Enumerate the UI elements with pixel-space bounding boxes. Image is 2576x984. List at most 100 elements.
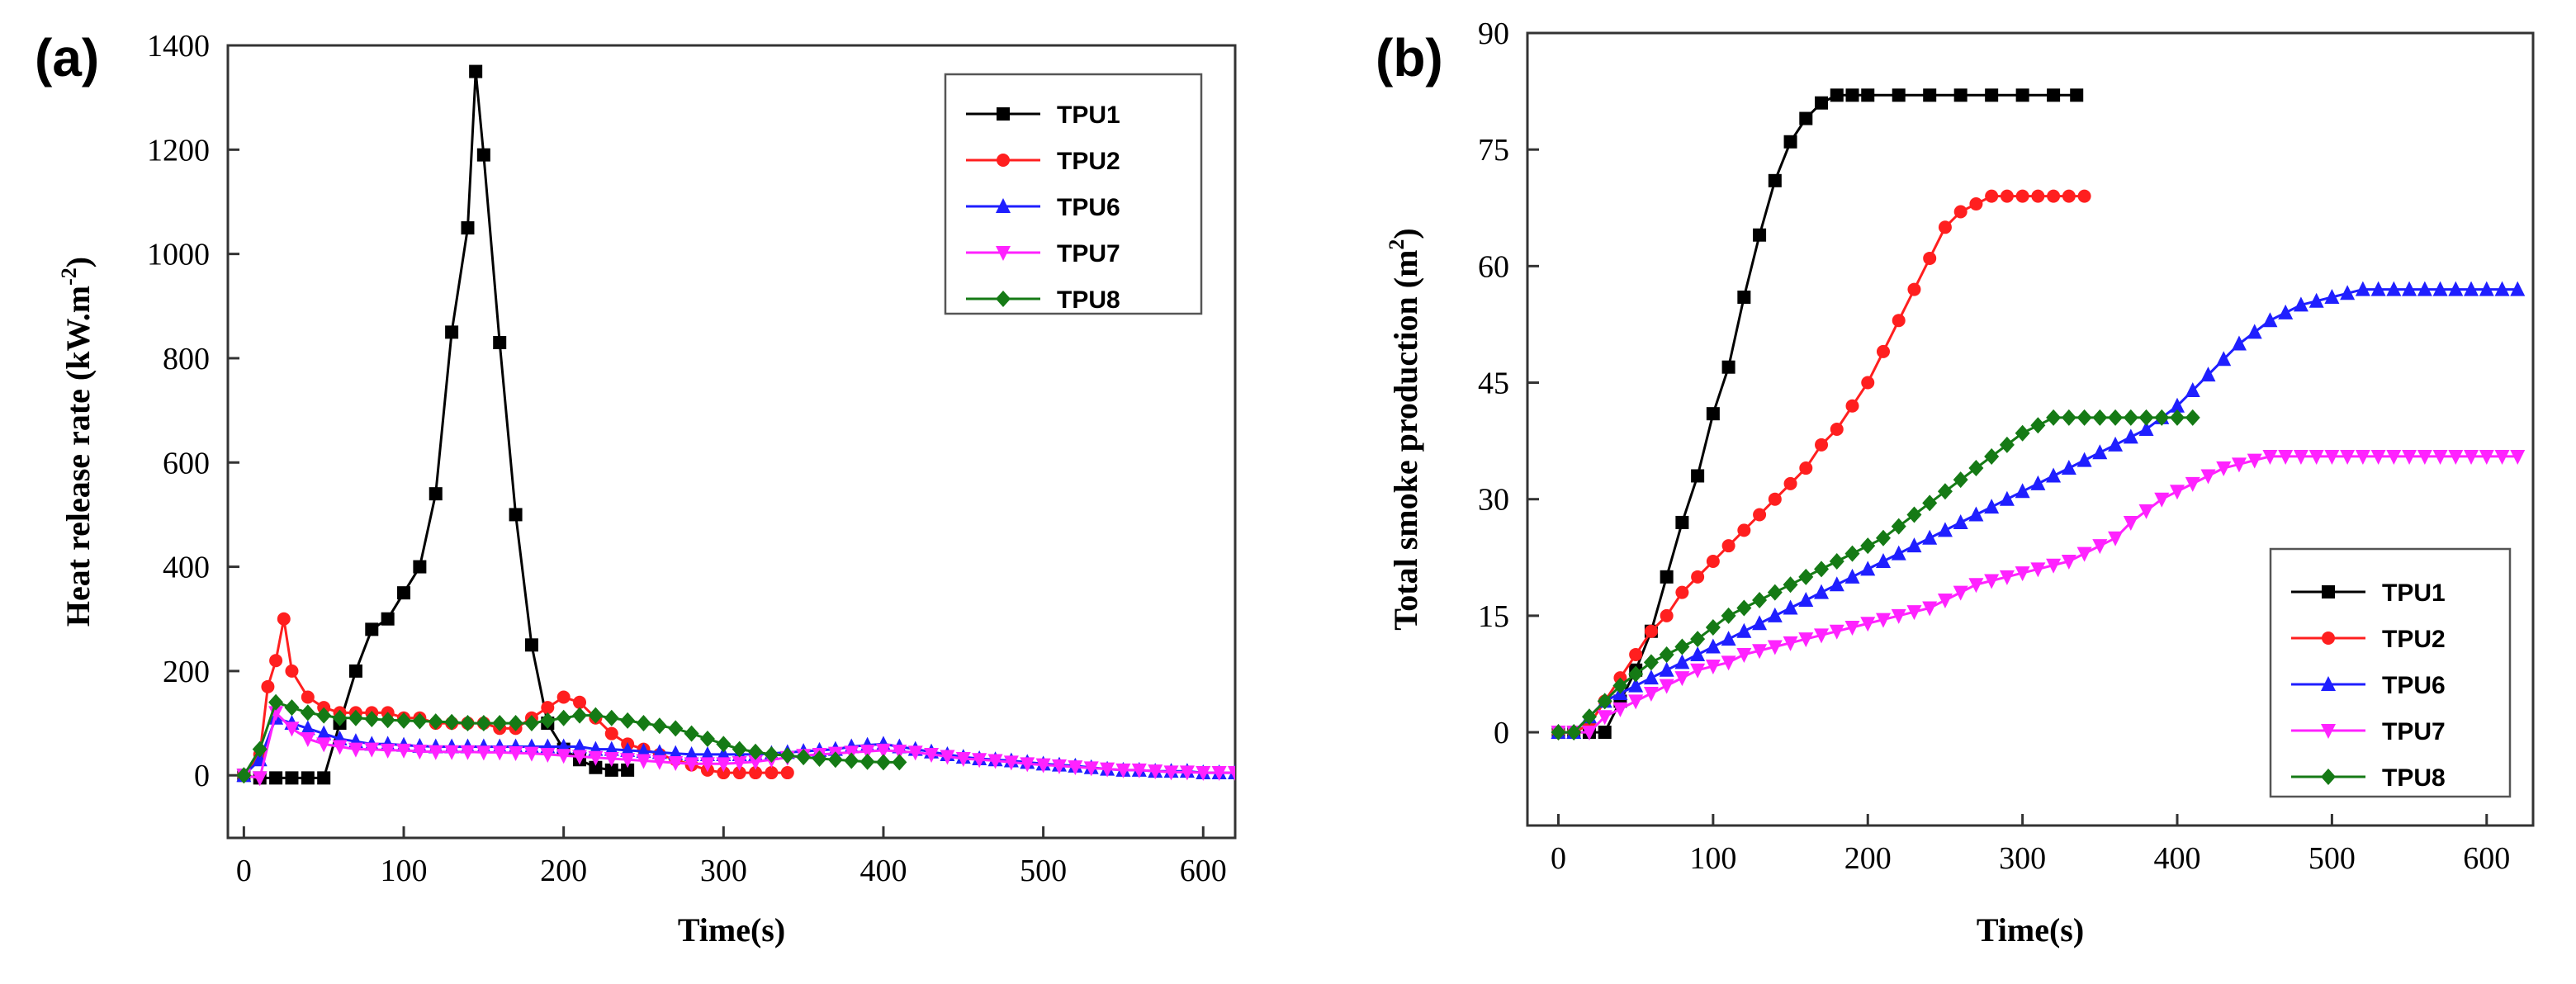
data-point-tpu2 (1783, 476, 1797, 490)
data-point-tpu7 (732, 756, 747, 772)
y-tick-label: 1400 (147, 29, 210, 64)
data-point-tpu6 (1844, 568, 1860, 584)
data-point-tpu7 (284, 721, 300, 737)
data-point-tpu7 (2046, 558, 2062, 574)
data-point-tpu1 (1660, 570, 1674, 584)
data-point-tpu8 (236, 767, 252, 784)
data-point-tpu6 (2061, 460, 2076, 475)
data-point-tpu1 (429, 487, 443, 501)
data-point-tpu6 (1736, 622, 1752, 638)
data-point-tpu6 (2308, 292, 2324, 308)
data-point-tpu7 (1922, 601, 1938, 617)
data-point-tpu8 (396, 712, 412, 729)
data-point-tpu7 (1643, 687, 1659, 702)
data-point-tpu8 (428, 713, 443, 731)
data-point-tpu8 (316, 707, 332, 724)
data-point-tpu1 (476, 148, 490, 162)
data-point-tpu8 (2015, 424, 2030, 442)
data-point-tpu7 (2108, 531, 2124, 546)
data-point-tpu8 (540, 712, 556, 729)
data-point-tpu6 (2262, 312, 2278, 328)
data-point-tpu7 (2138, 504, 2154, 519)
data-point-tpu7 (1814, 628, 1830, 644)
data-point-tpu7 (1968, 578, 1984, 594)
data-point-tpu1 (509, 508, 523, 522)
data-point-tpu6 (1628, 677, 1644, 693)
data-point-tpu6 (2355, 281, 2370, 296)
plot-frame (226, 44, 1237, 840)
x-tick-label: 200 (1844, 841, 1892, 876)
legend-marker (997, 154, 1010, 167)
data-point-tpu2 (1953, 205, 1968, 219)
data-point-tpu8 (1844, 545, 1860, 562)
data-point-tpu7 (2386, 449, 2402, 465)
data-point-tpu7 (2355, 449, 2370, 465)
data-point-tpu1 (348, 664, 362, 678)
data-point-tpu7 (1581, 726, 1597, 741)
legend-item-tpu6: TPU6 (2291, 672, 2446, 699)
data-point-tpu7 (1984, 574, 2000, 589)
data-point-tpu7 (699, 757, 715, 773)
data-point-tpu1 (461, 221, 475, 235)
data-point-tpu7 (1051, 759, 1067, 774)
panel-label: (a) (35, 28, 99, 88)
legend-marker (996, 291, 1011, 307)
data-point-tpu6 (2076, 452, 2092, 467)
data-point-tpu7 (2370, 449, 2386, 465)
y-tick-label: 800 (163, 342, 210, 376)
data-point-tpu2 (1660, 608, 1674, 622)
data-point-tpu8 (1829, 553, 1844, 570)
x-tick-label: 0 (236, 854, 252, 888)
y-axis-title: Total smoke production (m2) (1385, 228, 1424, 631)
data-point-tpu6 (2293, 296, 2308, 312)
x-tick-label: 600 (1180, 854, 1227, 888)
data-point-tpu7 (972, 753, 987, 769)
y-tick-label: 75 (1478, 133, 1509, 168)
data-point-tpu6 (1721, 631, 1736, 646)
legend-item-tpu2: TPU2 (2291, 626, 2446, 653)
y-axis-title-sup: 2 (1385, 239, 1409, 250)
data-point-tpu8 (1937, 483, 1953, 500)
legend-item-tpu1: TPU1 (966, 102, 1120, 129)
data-point-tpu8 (1968, 460, 1984, 477)
data-point-tpu6 (2108, 436, 2124, 452)
data-point-tpu1 (365, 622, 379, 636)
data-point-tpu6 (1705, 638, 1721, 654)
data-point-tpu6 (2092, 444, 2108, 460)
data-point-tpu7 (1003, 755, 1019, 771)
data-point-tpu6 (2138, 421, 2154, 436)
data-point-tpu2 (1923, 251, 1937, 265)
data-point-tpu6 (2402, 281, 2417, 296)
legend-marker (996, 246, 1011, 261)
data-point-tpu8 (412, 712, 428, 730)
data-point-tpu8 (1953, 471, 1968, 489)
x-tick-label: 600 (2463, 841, 2510, 876)
data-point-tpu7 (955, 752, 971, 767)
y-tick-label: 200 (163, 655, 210, 689)
data-point-tpu1 (1892, 88, 1906, 102)
legend-item-tpu1: TPU1 (2291, 580, 2446, 607)
data-point-tpu7 (987, 754, 1003, 769)
data-point-tpu7 (1736, 647, 1752, 663)
data-point-tpu1 (397, 586, 411, 600)
data-point-tpu2 (261, 679, 275, 693)
chart-panel-b: (b) 0 100 200 300 400 500 600 0 15 30 45 60 75 90 Time(… (1376, 17, 2535, 949)
data-point-tpu2 (285, 664, 299, 678)
data-point-tpu7 (364, 742, 380, 758)
x-tick-label: 300 (1999, 841, 2046, 876)
data-point-tpu7 (1937, 594, 1953, 609)
legend-marker (2322, 632, 2335, 645)
data-point-tpu2 (1768, 492, 1782, 506)
data-point-tpu8 (2123, 409, 2138, 426)
data-point-tpu7 (2293, 449, 2308, 465)
data-point-tpu8 (604, 709, 619, 726)
data-point-tpu6 (2494, 281, 2510, 296)
data-point-tpu2 (2047, 189, 2061, 203)
data-point-tpu8 (1752, 592, 1768, 609)
data-point-tpu7 (316, 737, 332, 753)
data-point-tpu8 (1581, 708, 1597, 726)
data-point-tpu6 (1767, 607, 1783, 622)
data-point-tpu6 (2448, 281, 2464, 296)
data-point-tpu7 (1659, 679, 1674, 694)
y-tick-label: 30 (1478, 483, 1509, 518)
